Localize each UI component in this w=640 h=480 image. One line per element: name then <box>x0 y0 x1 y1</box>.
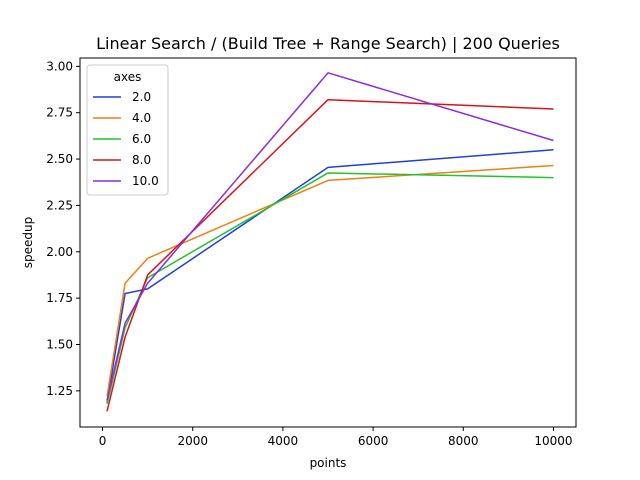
y-tick-label: 2.75 <box>46 106 73 120</box>
series-line-6.0 <box>106 172 554 404</box>
legend-label: 4.0 <box>132 111 151 125</box>
legend-label: 6.0 <box>132 132 151 146</box>
series-line-10.0 <box>106 72 554 401</box>
series-layer <box>106 72 554 412</box>
x-tick-label: 2000 <box>177 434 208 448</box>
y-axis-label: speedup <box>21 217 35 268</box>
x-axis-ticks: 0 2000 4000 6000 8000 10000 <box>99 427 573 448</box>
y-tick-label: 1.75 <box>46 291 73 305</box>
x-tick-label: 10000 <box>534 434 572 448</box>
y-tick-label: 3.00 <box>46 59 73 73</box>
legend-label: 2.0 <box>132 90 151 104</box>
y-tick-label: 2.50 <box>46 152 73 166</box>
x-tick-label: 6000 <box>358 434 389 448</box>
y-tick-label: 1.25 <box>46 384 73 398</box>
y-tick-label: 2.25 <box>46 198 73 212</box>
chart-title: Linear Search / (Build Tree + Range Sear… <box>96 34 560 53</box>
legend: axes 2.0 4.0 6.0 8.0 10.0 <box>86 64 169 196</box>
axes-frame <box>79 57 577 428</box>
x-axis-label: points <box>310 456 347 470</box>
legend-title: axes <box>114 70 142 84</box>
legend-items: 2.0 4.0 6.0 8.0 10.0 <box>93 90 159 188</box>
x-tick-label: 4000 <box>268 434 299 448</box>
legend-label: 10.0 <box>132 174 159 188</box>
y-tick-label: 2.00 <box>46 245 73 259</box>
series-line-4.0 <box>106 164 554 397</box>
y-tick-label: 1.50 <box>46 337 73 351</box>
y-axis-ticks: 1.25 1.50 1.75 2.00 2.25 2.50 2.75 3.00 <box>46 59 80 398</box>
x-tick-label: 0 <box>99 434 107 448</box>
series-line-2.0 <box>106 149 554 403</box>
x-tick-label: 8000 <box>448 434 479 448</box>
legend-label: 8.0 <box>132 153 151 167</box>
series-line-8.0 <box>106 98 554 412</box>
